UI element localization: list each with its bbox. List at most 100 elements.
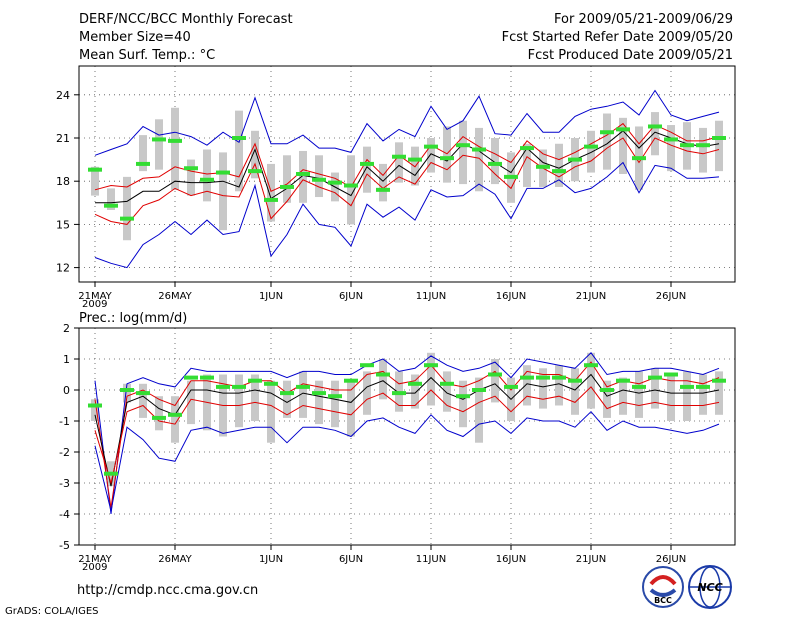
precipitation-observed-mark (456, 394, 470, 399)
precipitation-observed-mark (504, 384, 518, 389)
precipitation-median-line (94, 373, 720, 487)
precipitation-grid (79, 328, 735, 545)
temperature-observed-mark (456, 143, 470, 148)
precipitation-spread-box (411, 374, 419, 409)
temperature-observed-mark (200, 177, 214, 182)
precipitation-observed-mark (472, 388, 486, 392)
bcc-logo-swirl-blue (649, 588, 677, 597)
temperature-observed-mark (584, 144, 598, 149)
member-size-label: Member Size=40 (79, 30, 191, 45)
precipitation-observed-mark (152, 415, 166, 420)
precipitation-y-tick-label: -2 (59, 446, 70, 459)
bcc-logo-swirl-red (649, 575, 677, 586)
precipitation-lower-quartile-line (94, 386, 720, 485)
ncc-logo: NCC (688, 565, 732, 609)
temperature-spread-box (203, 149, 211, 202)
precipitation-spread-box (475, 377, 483, 443)
grads-credit: GrADS: COLA/IGES (5, 606, 99, 617)
precipitation-spread-box (635, 371, 643, 418)
temperature-observed-mark (424, 144, 438, 149)
temperature-median-line (95, 130, 720, 204)
temperature-observed-mark (600, 130, 614, 135)
precipitation-spread-box (251, 374, 259, 421)
precipitation-spread-box (571, 368, 579, 415)
precipitation-observed-mark (216, 384, 230, 389)
temperature-observed-mark (312, 177, 326, 182)
precipitation-observed-mark (264, 381, 278, 386)
temperature-boxes (91, 107, 723, 241)
temperature-spread-box (587, 130, 595, 173)
temperature-observed-mark (184, 166, 198, 171)
precipitation-x-tick-label: 1JUN (259, 554, 283, 565)
precipitation-y-tick-label: -4 (59, 508, 70, 521)
precipitation-observed-mark (440, 381, 454, 386)
precipitation-spread-box (155, 396, 163, 431)
temperature-observed-mark (136, 161, 150, 166)
precipitation-observed-mark (584, 363, 598, 368)
precipitation-spread-box (283, 380, 291, 418)
temperature-y-tick-label: 24 (56, 89, 70, 102)
temperature-observed-mark (696, 143, 710, 148)
precipitation-observed-mark (376, 372, 390, 377)
precipitation-spread-box (523, 365, 531, 406)
temperature-spread-box (427, 138, 435, 173)
precipitation-y-tick-label: 1 (63, 353, 70, 366)
precipitation-spread-box (299, 371, 307, 418)
precipitation-spread-box (443, 371, 451, 412)
precipitation-observed-mark (344, 378, 358, 383)
temperature-spread-box (283, 155, 291, 203)
precipitation-plot-frame (78, 327, 736, 546)
precipitation-observed-mark (120, 388, 134, 392)
temperature-observed-mark (712, 136, 726, 140)
precipitation-observed-mark (680, 384, 694, 389)
temperature-spread-box (667, 125, 675, 172)
temperature-observed-mark (504, 174, 518, 179)
bcc-logo-ring (642, 566, 684, 608)
bcc-logo-text: BCC (654, 596, 672, 605)
temperature-spread-box (155, 119, 163, 170)
temperature-spread-box (315, 155, 323, 198)
figure-title: DERF/NCC/BCC Monthly Forecast (79, 12, 293, 27)
precipitation-spread-box (699, 374, 707, 415)
precipitation-x-tick-label: 16JUN (496, 554, 526, 565)
precipitation-spread-box (187, 380, 195, 425)
produced-date-label: Fcst Produced Date 2009/05/21 (528, 48, 733, 63)
temperature-x-tick-label: 11JUN (416, 291, 446, 302)
precipitation-spread-box (587, 352, 595, 409)
temperature-observed-mark (472, 147, 486, 152)
temperature-min-line (94, 89, 720, 156)
temperature-observed-mark (88, 167, 102, 172)
precipitation-observed-mark (312, 391, 326, 396)
temperature-spread-box (379, 163, 387, 202)
source-url[interactable]: http://cmdp.ncc.cma.gov.cn (77, 583, 258, 598)
precipitation-observed-mark (712, 378, 726, 383)
temperature-spread-box (299, 150, 307, 203)
temperature-spread-box (91, 166, 99, 196)
temperature-observed-mark (664, 137, 678, 142)
refer-date-label: Fcst Started Refer Date 2009/05/20 (502, 30, 733, 45)
temperature-y-tick-label: 21 (56, 132, 70, 145)
precipitation-y-tick-label: -3 (59, 477, 70, 490)
precipitation-observed-mark (568, 378, 582, 383)
precipitation-upper-quartile-line (94, 361, 720, 508)
temperature-spread-box (443, 126, 451, 183)
precipitation-observed-mark (696, 384, 710, 389)
precipitation-y-tick-label: 0 (63, 384, 70, 397)
temperature-observed-mark (344, 183, 358, 188)
precipitation-spread-box (91, 399, 99, 421)
precipitation-observed-mark (360, 363, 374, 368)
precipitation-spread-box (315, 380, 323, 425)
temperature-spread-box (603, 113, 611, 170)
precipitation-observed-mark (296, 384, 310, 389)
temperature-observed-marks (88, 124, 726, 221)
precipitation-observed-mark (88, 403, 102, 408)
precipitation-observed-mark (104, 471, 118, 476)
temp-panel-title: Mean Surf. Temp.: °C (79, 48, 215, 63)
precipitation-x-tick-label: 21JUN (576, 554, 606, 565)
precipitation-observed-mark (648, 375, 662, 380)
temperature-observed-mark (552, 169, 566, 174)
precipitation-spread-box (651, 368, 659, 409)
ncc-logo-text: NCC (697, 581, 722, 594)
temperature-observed-mark (104, 203, 118, 208)
